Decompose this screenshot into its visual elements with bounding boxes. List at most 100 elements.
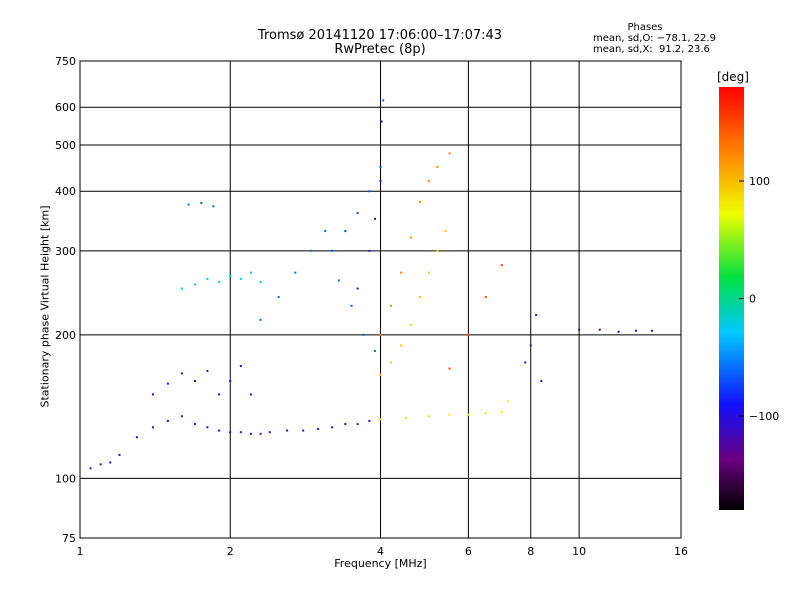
y-tick-label: 200 — [55, 329, 76, 342]
data-point — [379, 418, 382, 421]
data-point — [194, 283, 197, 286]
data-point — [268, 431, 271, 434]
x-tick-label: 1 — [77, 545, 84, 558]
data-point — [109, 461, 112, 464]
x-tick-label: 16 — [674, 545, 688, 558]
data-point — [89, 467, 92, 470]
data-point — [259, 318, 262, 321]
data-point — [484, 296, 487, 299]
data-point — [218, 393, 221, 396]
data-point — [400, 271, 403, 274]
x-tick-label: 4 — [377, 545, 384, 558]
data-point — [368, 249, 371, 252]
data-point — [239, 431, 242, 434]
data-point — [249, 432, 252, 435]
data-point — [135, 436, 138, 439]
y-axis-ticks: 75 100 200 300 400 500 600 750 — [55, 55, 76, 545]
x-tick-label: 6 — [465, 545, 472, 558]
data-point — [467, 413, 470, 416]
data-point — [286, 429, 289, 432]
data-point — [180, 415, 183, 418]
data-point — [379, 180, 382, 183]
data-point — [368, 419, 371, 422]
data-point — [229, 380, 232, 383]
data-point — [166, 419, 169, 422]
data-point — [350, 304, 353, 307]
data-point — [368, 190, 371, 193]
data-point — [427, 415, 430, 418]
data-point — [506, 400, 509, 403]
data-point — [302, 429, 305, 432]
data-point — [436, 165, 439, 168]
y-tick-label: 600 — [55, 101, 76, 114]
data-point — [344, 230, 347, 233]
y-tick-label: 400 — [55, 185, 76, 198]
data-point — [194, 380, 197, 383]
data-point — [390, 361, 393, 364]
data-point — [379, 333, 382, 336]
data-point — [379, 165, 382, 168]
data-point — [374, 349, 377, 352]
phases-o-stats: mean, sd,O: −78.1, 22.9 — [593, 33, 716, 44]
data-point — [206, 277, 209, 280]
data-point — [390, 304, 393, 307]
data-point — [598, 328, 601, 331]
phases-heading: Phases — [627, 22, 663, 33]
data-point — [229, 274, 232, 277]
data-point — [448, 367, 451, 370]
data-point — [400, 344, 403, 347]
data-point — [239, 277, 242, 280]
y-tick-label: 75 — [62, 532, 76, 545]
data-point — [180, 372, 183, 375]
phases-x-stats: mean, sd,X: 91.2, 23.6 — [593, 44, 710, 55]
data-point — [324, 230, 327, 233]
colorbar-unit-label: [deg] — [717, 70, 749, 84]
data-point — [294, 271, 297, 274]
y-axis-label: Stationary phase Virtual Height [km] — [38, 205, 52, 408]
data-point — [118, 453, 121, 456]
data-points — [89, 99, 654, 470]
data-point — [344, 423, 347, 426]
data-point — [151, 426, 154, 429]
y-tick-label: 300 — [55, 245, 76, 258]
x-tick-label: 2 — [227, 545, 234, 558]
data-point — [259, 281, 262, 284]
y-tick-label: 500 — [55, 139, 76, 152]
data-point — [362, 333, 365, 336]
data-point — [524, 361, 527, 364]
data-point — [427, 271, 430, 274]
colorbar-ticks: 100 0 −100 — [739, 175, 779, 423]
data-point — [212, 205, 215, 208]
data-point — [500, 410, 503, 413]
data-point — [356, 423, 359, 426]
data-point — [444, 230, 447, 233]
data-point — [651, 329, 654, 332]
data-point — [535, 314, 538, 317]
data-point — [317, 427, 320, 430]
data-point — [206, 369, 209, 372]
data-point — [249, 393, 252, 396]
data-point — [484, 412, 487, 415]
data-point — [356, 212, 359, 215]
data-point — [239, 365, 242, 368]
data-point — [467, 333, 470, 336]
data-point — [578, 328, 581, 331]
data-point — [200, 201, 203, 204]
data-point — [194, 423, 197, 426]
data-point — [331, 426, 334, 429]
data-point — [436, 249, 439, 252]
colorbar-tick-label: −100 — [749, 410, 779, 423]
data-point — [529, 344, 532, 347]
data-point — [448, 413, 451, 416]
data-point — [337, 279, 340, 282]
data-point — [166, 382, 169, 385]
y-tick-label: 100 — [55, 472, 76, 485]
x-tick-label: 8 — [527, 545, 534, 558]
data-point — [448, 152, 451, 155]
data-point — [187, 203, 190, 206]
data-point — [180, 287, 183, 290]
data-point — [405, 416, 408, 419]
chart-subtitle: RwPretec (8p) — [334, 42, 426, 57]
data-point — [356, 287, 359, 290]
